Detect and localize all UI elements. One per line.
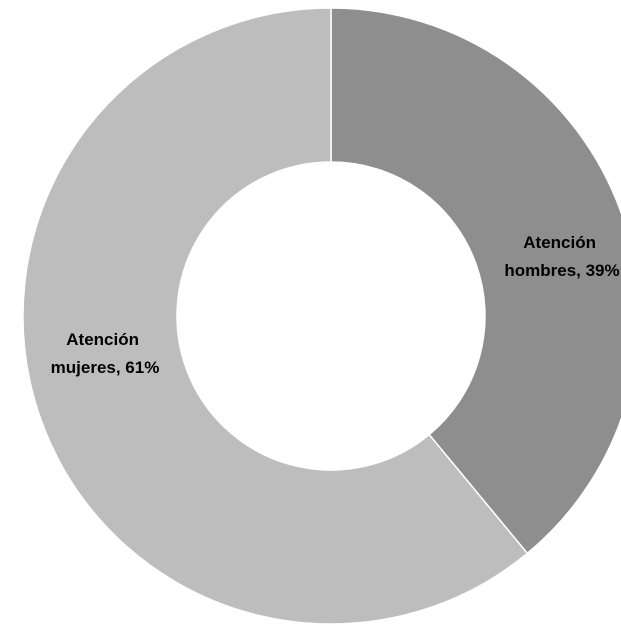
data-label-mujeres-line2: mujeres, 61% — [51, 358, 160, 377]
data-label-mujeres-line1: Atención — [66, 330, 139, 349]
doughnut-labels: Atención hombres, 39% Atención mujeres, … — [51, 233, 620, 377]
doughnut-slices — [22, 7, 621, 624]
data-label-hombres-line1: Atención — [523, 233, 596, 252]
slice-atencion-mujeres — [22, 7, 529, 624]
data-label-hombres-line2: hombres, 39% — [504, 261, 619, 280]
slice-atencion-hombres — [330, 7, 621, 555]
data-label-hombres: Atención hombres, 39% — [504, 233, 619, 280]
data-label-mujeres: Atención mujeres, 61% — [51, 330, 160, 377]
